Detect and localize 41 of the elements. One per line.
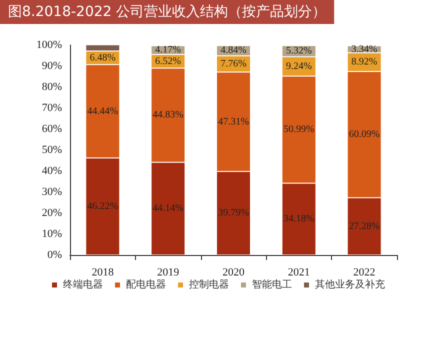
data-label: 3.34% — [351, 44, 378, 55]
data-label: 4.17% — [155, 44, 182, 56]
y-tick-label: 0% — [47, 249, 62, 261]
y-tick-label: 60% — [42, 123, 62, 135]
x-tick-label: 2019 — [157, 266, 180, 278]
y-tick-label: 40% — [42, 165, 62, 177]
chart-title: 图8.2018-2022 公司营业收入结构（按产品划分） — [8, 4, 326, 20]
legend-label: 智能电工 — [252, 278, 292, 290]
y-tick-label: 10% — [42, 228, 62, 240]
data-label: 4.84% — [220, 45, 246, 56]
legend-label: 控制电器 — [189, 278, 229, 290]
y-tick-label: 20% — [42, 207, 62, 219]
data-label: 6.52% — [155, 56, 182, 67]
data-label: 44.44% — [87, 106, 118, 117]
data-label: 46.22% — [87, 200, 118, 212]
y-tick-label: 90% — [42, 60, 62, 72]
legend-label: 配电电器 — [126, 278, 166, 290]
data-label: 5.32% — [286, 46, 312, 57]
x-tick-label: 2022 — [353, 266, 376, 278]
data-label: 8.92% — [351, 56, 378, 68]
y-tick-label: 50% — [42, 144, 62, 156]
data-label: 9.24% — [286, 60, 312, 72]
data-label: 47.31% — [218, 116, 249, 128]
data-label: 44.14% — [152, 203, 184, 214]
x-tick-label: 2021 — [288, 266, 310, 278]
data-label: 60.09% — [348, 129, 380, 140]
data-label: 27.28% — [348, 220, 380, 232]
data-label: 34.18% — [283, 214, 314, 225]
data-label: 6.48% — [90, 52, 116, 64]
data-label: 7.76% — [220, 58, 246, 70]
legend-label: 终端电器 — [63, 278, 103, 290]
x-tick-label: 2020 — [222, 266, 245, 278]
legend-label: 其他业务及补充 — [315, 278, 385, 290]
y-tick-label: 30% — [42, 186, 62, 198]
data-label: 44.83% — [152, 110, 184, 121]
x-tick-label: 2018 — [92, 266, 114, 278]
data-label: 39.79% — [218, 208, 249, 219]
data-label: 50.99% — [283, 124, 314, 136]
y-tick-label: 70% — [42, 102, 62, 114]
y-tick-label: 80% — [42, 81, 62, 93]
y-tick-label: 100% — [36, 39, 62, 51]
